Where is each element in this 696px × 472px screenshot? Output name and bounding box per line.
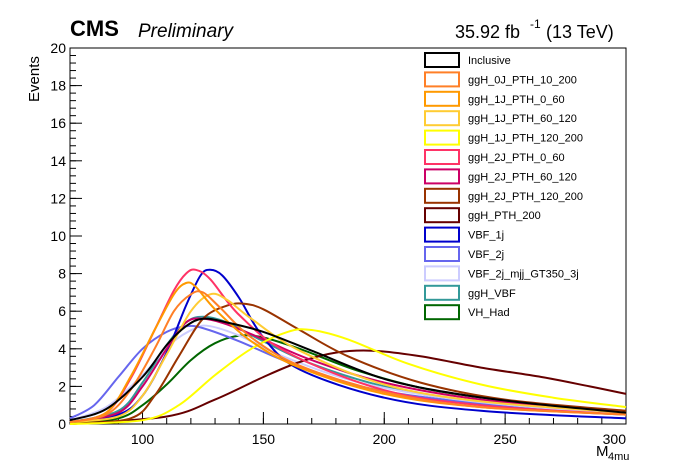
series-line-VBF_2j_mjj_GT350_3j <box>69 324 627 422</box>
legend-label: VBF_2j <box>468 249 504 261</box>
y-tick-label: 2 <box>58 378 66 394</box>
x-axis-title-subscript: 4mu <box>608 451 629 463</box>
y-tick-label: 14 <box>50 153 66 169</box>
x-tick-label: 300 <box>603 431 627 447</box>
status-label: Preliminary <box>138 21 235 42</box>
legend-label: ggH_1J_PTH_0_60 <box>468 94 565 106</box>
y-tick-label: 10 <box>50 228 66 244</box>
legend-label: ggH_2J_PTH_60_120 <box>468 171 577 183</box>
legend-label: ggH_PTH_200 <box>468 210 541 222</box>
x-tick-label: 100 <box>131 431 155 447</box>
legend-label: VH_Had <box>468 307 510 319</box>
y-axis-title: Events <box>26 56 43 102</box>
series-line-VBF_2j <box>69 324 627 420</box>
y-tick-label: 20 <box>50 40 66 56</box>
legend-swatch <box>424 246 460 262</box>
legend-label: Inclusive <box>468 55 511 67</box>
legend-swatch <box>424 226 460 243</box>
legend-swatch <box>424 207 460 224</box>
plot-curves <box>69 268 627 425</box>
series-line-ggH_1J_PTH_120_200 <box>69 328 627 425</box>
x-tick-label: 200 <box>373 431 397 447</box>
legend-swatch <box>424 110 460 127</box>
x-tick-label: 250 <box>493 431 517 447</box>
legend-label: VBF_1j <box>468 230 504 242</box>
legend-label: ggH_2J_PTH_120_200 <box>468 191 583 203</box>
series-line-Inclusive <box>69 317 627 422</box>
lumi-value: 35.92 fb <box>455 22 520 42</box>
legend-swatch <box>424 52 460 68</box>
legend-swatch <box>424 90 460 107</box>
y-axis: 0 2 4 6 8 10 12 14 16 18 20 <box>50 40 82 432</box>
legend-label: ggH_0J_PTH_10_200 <box>468 74 577 86</box>
series-line-ggH_1J_PTH_0_60 <box>69 281 627 424</box>
series-line-ggH_PTH_200 <box>69 349 627 425</box>
legend-swatch <box>424 168 460 185</box>
legend-label: ggH_VBF <box>468 288 516 300</box>
legend-swatch <box>424 149 460 165</box>
series-line-ggH_1J_PTH_60_120 <box>69 292 627 424</box>
legend-label: VBF_2j_mjj_GT350_3j <box>468 268 579 280</box>
legend-swatch <box>424 129 460 146</box>
x-axis-title: M <box>596 443 609 460</box>
y-tick-label: 12 <box>50 190 66 206</box>
y-tick-label: 16 <box>50 115 66 131</box>
legend-swatch <box>424 187 460 204</box>
y-tick-label: 8 <box>58 266 66 282</box>
energy-label: (13 TeV) <box>546 22 614 42</box>
y-tick-label: 18 <box>50 78 66 94</box>
series-line-ggH_2J_PTH_120_200 <box>69 302 627 425</box>
legend-swatch <box>424 265 460 282</box>
legend-label: ggH_1J_PTH_120_200 <box>468 133 583 145</box>
x-tick-label: 150 <box>252 431 276 447</box>
experiment-label: CMS <box>70 16 119 41</box>
y-tick-label: 6 <box>58 303 66 319</box>
series-line-ggH_2J_PTH_60_120 <box>69 317 627 424</box>
y-tick-label: 0 <box>58 416 66 432</box>
legend-swatch <box>424 71 460 88</box>
lumi-exponent: -1 <box>530 17 541 31</box>
y-tick-label: 4 <box>58 341 66 357</box>
legend-label: ggH_1J_PTH_60_120 <box>468 113 577 125</box>
legend-swatch <box>424 304 460 321</box>
legend-label: ggH_2J_PTH_0_60 <box>468 152 565 164</box>
legend-swatch <box>424 284 460 301</box>
legend: Inclusive ggH_0J_PTH_10_200 ggH_1J_PTH_0_6… <box>424 52 583 321</box>
